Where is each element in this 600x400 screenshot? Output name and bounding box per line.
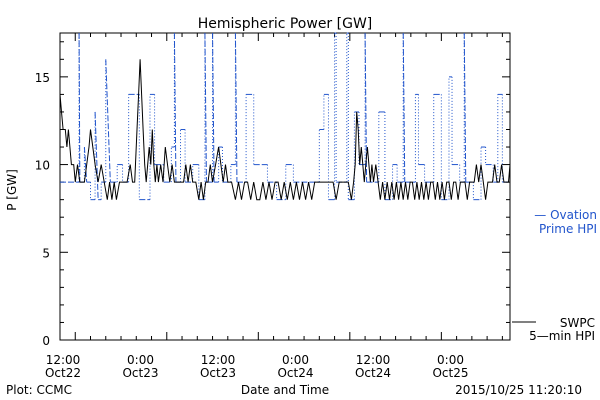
ovation-segment bbox=[204, 32, 207, 183]
swpc-line bbox=[59, 59, 511, 201]
ovation-segment bbox=[402, 32, 406, 183]
x-tick-date: Oct25 bbox=[432, 366, 468, 380]
ovation-segment bbox=[105, 59, 111, 183]
legend-swpc-label: SWPC bbox=[560, 316, 595, 330]
x-tick-label: 0:00 bbox=[127, 353, 154, 367]
x-tick-date: Oct23 bbox=[200, 366, 236, 380]
x-tick-label: 12:00 bbox=[356, 353, 391, 367]
x-tick-date: Oct24 bbox=[355, 366, 391, 380]
ovation-segment bbox=[78, 32, 81, 183]
ovation-segment bbox=[234, 32, 238, 183]
plot-credit: Plot: CCMC bbox=[6, 383, 72, 397]
x-tick-label: 12:00 bbox=[46, 353, 81, 367]
x-tick-date: Oct22 bbox=[45, 366, 81, 380]
y-tick-label: 10 bbox=[35, 159, 50, 173]
x-tick-label: 0:00 bbox=[282, 353, 309, 367]
x-axis-ticks: 12:00Oct220:00Oct2312:00Oct230:00Oct2412… bbox=[45, 33, 503, 380]
legend-ovation-label-line2: Prime HPI bbox=[539, 222, 597, 236]
y-axis-ticks: 0 5 10 15 bbox=[35, 41, 510, 348]
x-tick-date: Oct23 bbox=[122, 366, 158, 380]
ovation-segment bbox=[212, 32, 215, 183]
legend-ovation: — Ovation Prime HPI bbox=[534, 208, 597, 236]
ovation-segment bbox=[173, 32, 177, 183]
legend-ovation-label: — Ovation bbox=[534, 208, 597, 222]
y-tick-label: 15 bbox=[35, 71, 50, 85]
x-tick-date: Oct24 bbox=[277, 366, 313, 380]
y-tick-label: 0 bbox=[42, 334, 50, 348]
legend-swpc-label-line2: 5—min HPI bbox=[529, 329, 595, 343]
plot-timestamp: 2015/10/25 11:20:10 bbox=[455, 383, 582, 397]
series-layer bbox=[59, 32, 511, 201]
ovation-segment bbox=[463, 32, 467, 183]
y-axis-label: P [GW] bbox=[5, 169, 19, 211]
x-axis-label: Date and Time bbox=[241, 383, 329, 397]
ovation-segment bbox=[83, 146, 88, 183]
x-tick-label: 12:00 bbox=[201, 353, 236, 367]
ovation-segment bbox=[94, 111, 99, 200]
chart-title: Hemispheric Power [GW] bbox=[198, 16, 373, 32]
legend-swpc: SWPC 5—min HPI bbox=[529, 316, 595, 343]
y-tick-label: 5 bbox=[42, 246, 50, 260]
plot-frame bbox=[59, 32, 511, 341]
x-tick-label: 0:00 bbox=[437, 353, 464, 367]
